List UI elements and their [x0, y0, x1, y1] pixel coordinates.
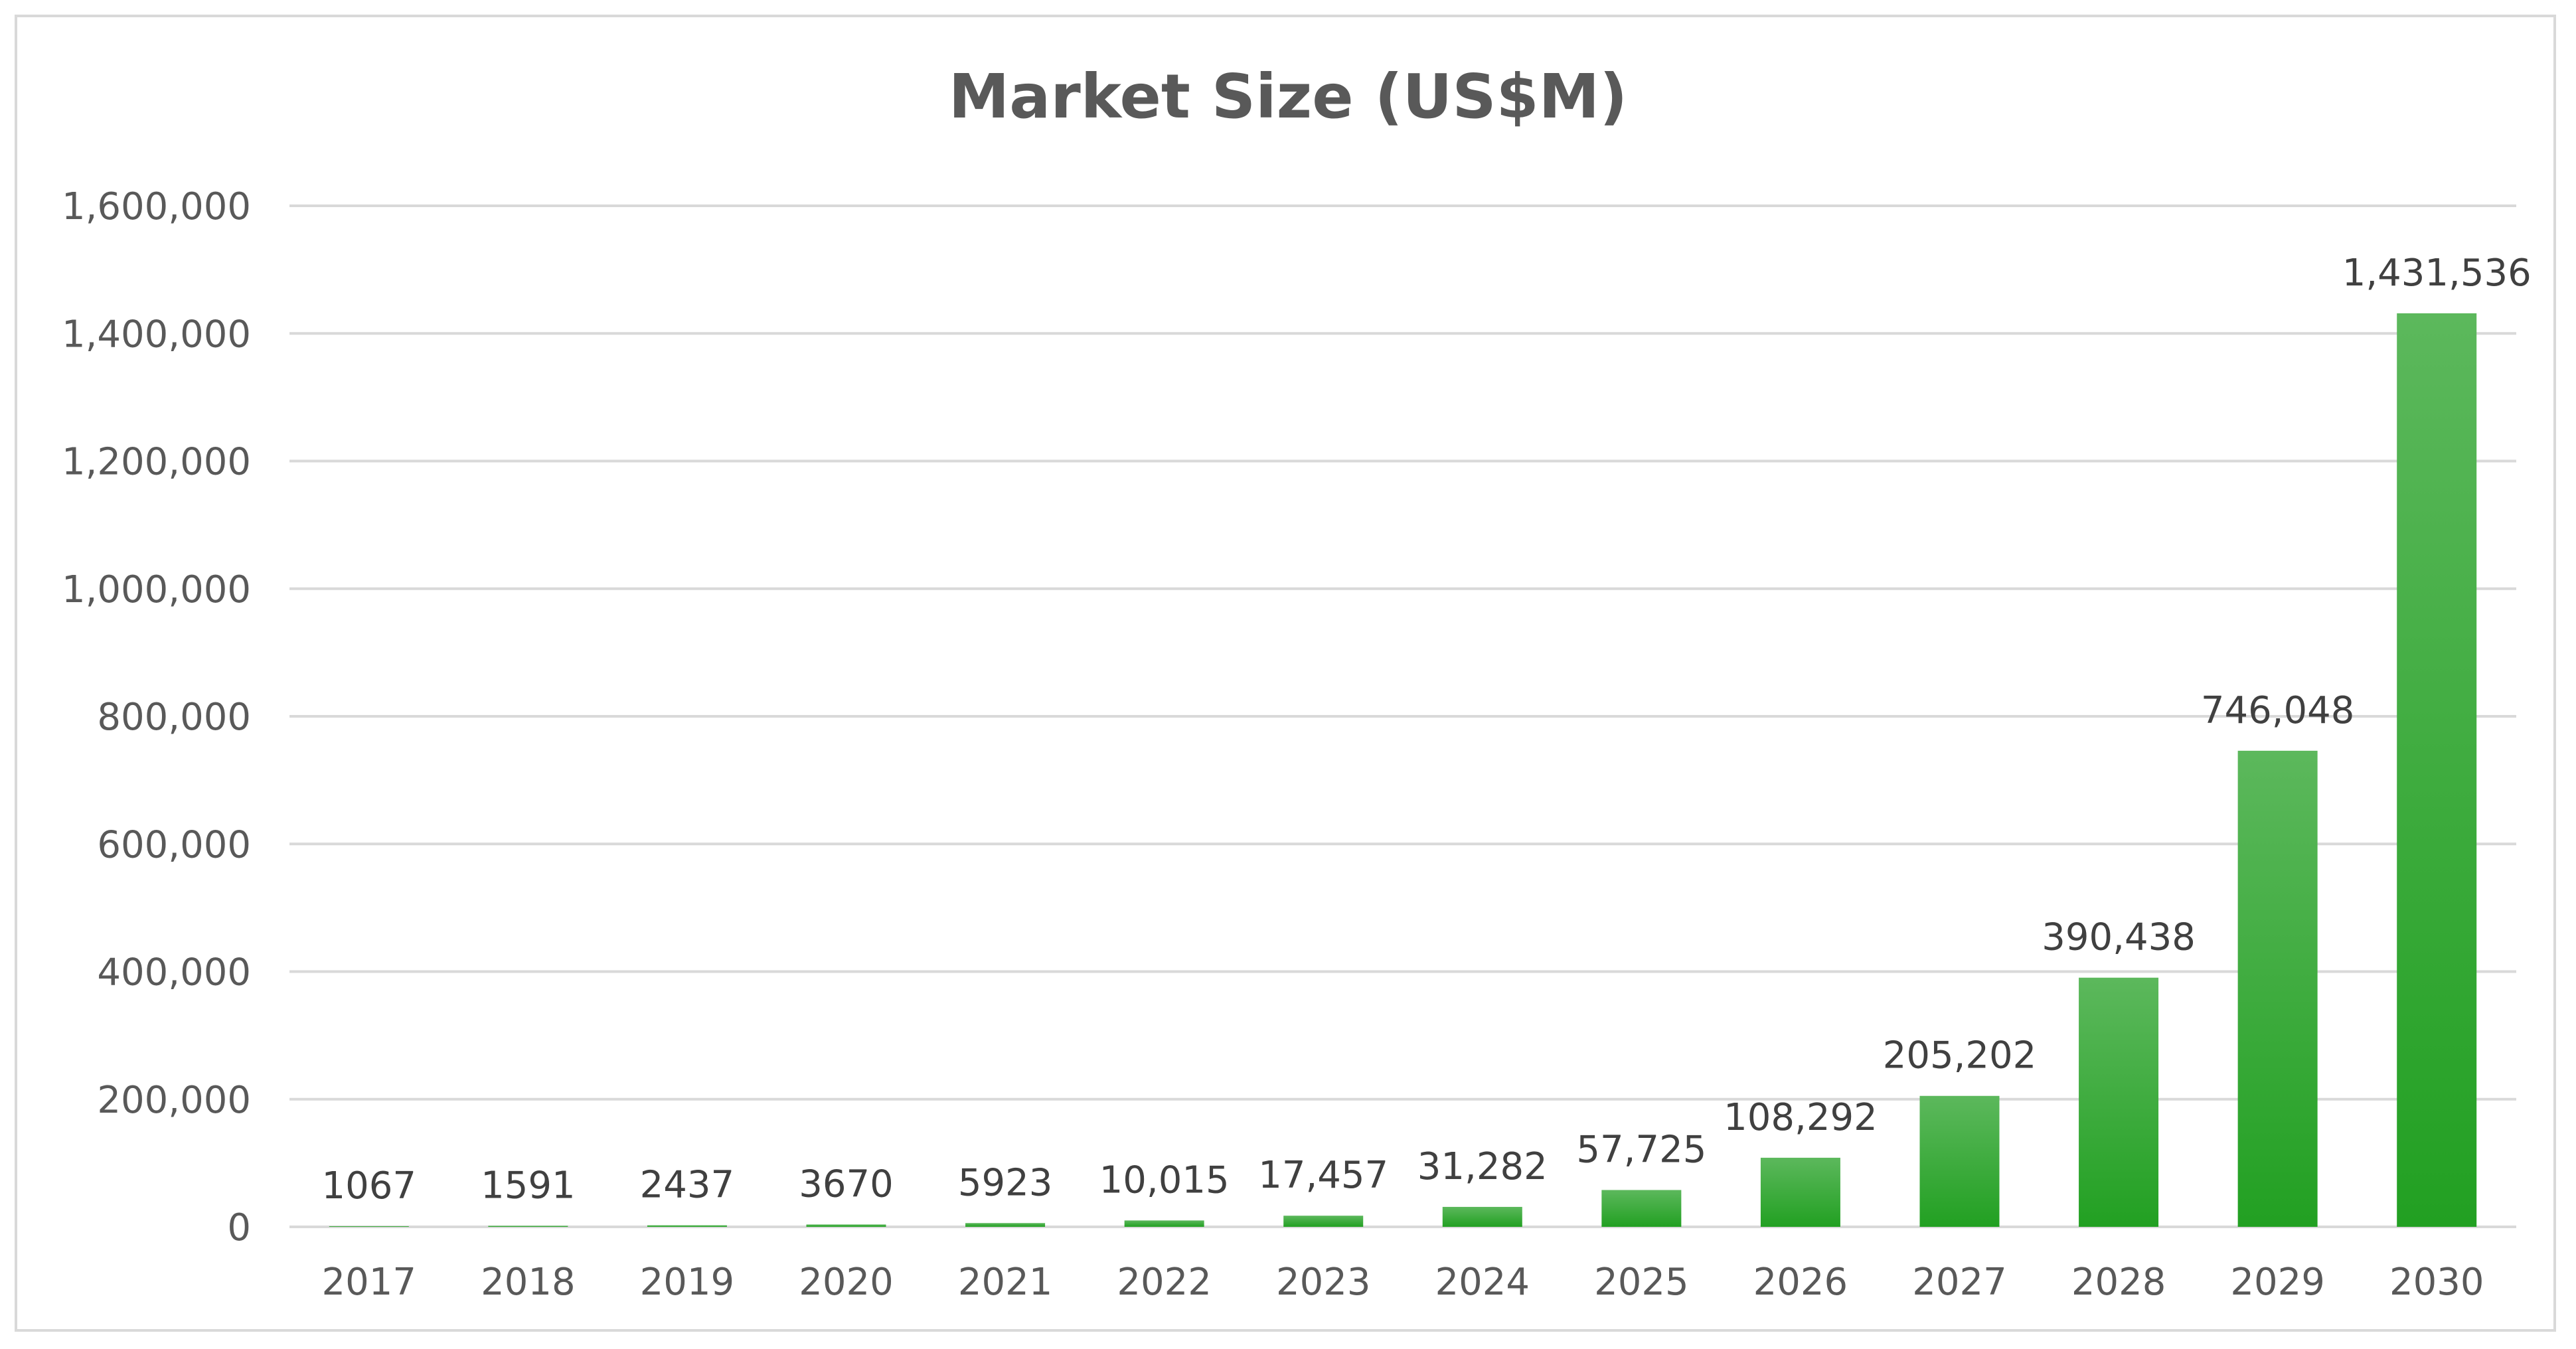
x-axis-tick-labels: 2017 2018 2019 2020 2021 2022 2023 2024 2025 2026…: [322, 1261, 2484, 1304]
bar-2027: [1919, 1095, 2000, 1227]
data-label-2029: 746,048: [2201, 689, 2355, 732]
data-label-2022: 10,015: [1099, 1158, 1230, 1202]
bar-2017: [329, 1226, 409, 1227]
x-tick-label: 2020: [799, 1261, 894, 1304]
chart-title: Market Size (US$M): [948, 61, 1628, 132]
y-tick-label: 400,000: [97, 951, 251, 994]
bar-2030: [2397, 313, 2477, 1227]
data-labels: 1067 1591 2437 3670 5923 10,015 17,457 31,282 57…: [322, 252, 2532, 1208]
data-label-2024: 31,282: [1417, 1145, 1548, 1188]
y-tick-label: 1,600,000: [62, 185, 251, 228]
y-tick-label: 1,400,000: [62, 313, 251, 356]
bar-2022: [1124, 1220, 1204, 1227]
x-tick-label: 2026: [1753, 1261, 1848, 1304]
x-tick-label: 2021: [958, 1261, 1053, 1304]
x-tick-label: 2023: [1276, 1261, 1371, 1304]
data-label-2027: 205,202: [1883, 1034, 2037, 1077]
data-label-2021: 5923: [958, 1161, 1053, 1204]
data-label-2026: 108,292: [1724, 1096, 1878, 1139]
x-tick-label: 2018: [481, 1261, 576, 1304]
bar-2021: [965, 1223, 1046, 1227]
bar-2020: [806, 1224, 886, 1227]
y-tick-label: 200,000: [97, 1079, 251, 1122]
data-label-2025: 57,725: [1576, 1129, 1706, 1172]
bar-2026: [1760, 1157, 1840, 1227]
y-tick-label: 1,000,000: [62, 568, 251, 611]
x-tick-label: 2017: [322, 1261, 417, 1304]
x-tick-label: 2019: [640, 1261, 735, 1304]
bar-2024: [1442, 1206, 1522, 1227]
y-tick-label: 800,000: [97, 696, 251, 739]
y-tick-label: 600,000: [97, 823, 251, 866]
y-axis-tick-labels: 0 200,000 400,000 600,000 800,000 1,000,000 1,…: [62, 185, 251, 1249]
x-tick-label: 2029: [2230, 1261, 2325, 1304]
data-label-2020: 3670: [799, 1162, 894, 1206]
gridlines: [289, 204, 2516, 1228]
x-tick-label: 2030: [2389, 1261, 2484, 1304]
bar-2019: [647, 1225, 727, 1227]
x-tick-label: 2024: [1435, 1261, 1530, 1304]
data-label-2017: 1067: [322, 1164, 417, 1208]
y-tick-label: 1,200,000: [62, 441, 251, 484]
x-tick-label: 2022: [1117, 1261, 1212, 1304]
data-label-2030: 1,431,536: [2342, 252, 2532, 295]
bars: [329, 313, 2477, 1227]
bar-2029: [2237, 750, 2318, 1227]
x-tick-label: 2028: [2071, 1261, 2166, 1304]
bar-2028: [2079, 977, 2159, 1227]
data-label-2018: 1591: [481, 1164, 576, 1207]
data-label-2019: 2437: [640, 1164, 735, 1207]
x-tick-label: 2027: [1912, 1261, 2007, 1304]
bar-2018: [488, 1226, 568, 1227]
bar-2023: [1283, 1216, 1364, 1227]
bar-2025: [1601, 1190, 1682, 1227]
x-tick-label: 2025: [1594, 1261, 1689, 1304]
data-label-2023: 17,457: [1258, 1154, 1388, 1197]
data-label-2028: 390,438: [2042, 916, 2196, 959]
y-tick-label: 0: [227, 1206, 251, 1249]
